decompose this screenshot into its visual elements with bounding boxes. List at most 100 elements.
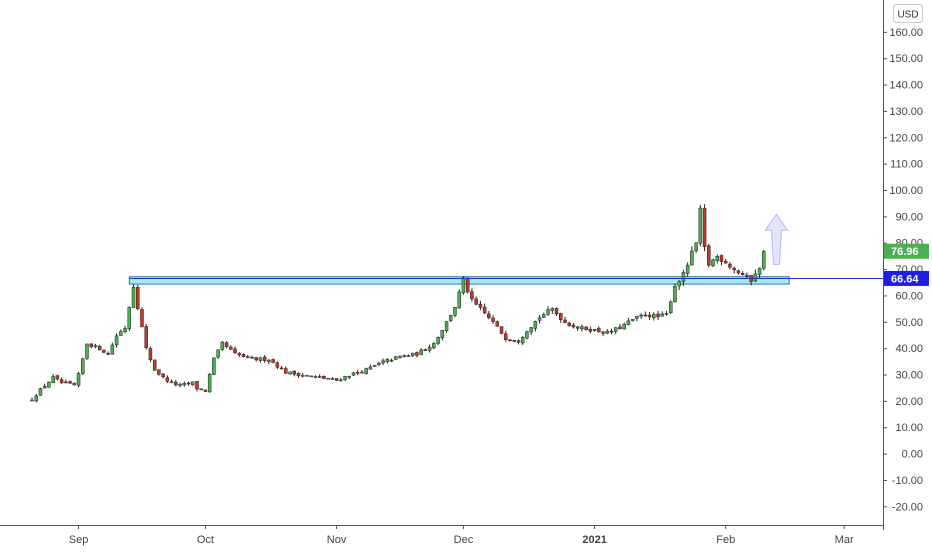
candle-body[interactable] <box>618 326 622 330</box>
candle-body[interactable] <box>592 329 597 331</box>
candle-body[interactable] <box>123 328 127 332</box>
candle-body[interactable] <box>72 382 77 386</box>
candle-body[interactable] <box>360 371 364 374</box>
candle-body[interactable] <box>85 343 89 359</box>
candle-body[interactable] <box>157 369 161 375</box>
candle-body[interactable] <box>580 326 584 330</box>
candle-body[interactable] <box>81 358 85 374</box>
candle-body[interactable] <box>106 353 110 355</box>
candle-body[interactable] <box>681 272 686 282</box>
candle-body[interactable] <box>161 373 165 378</box>
candle-body[interactable] <box>525 331 529 339</box>
candle-body[interactable] <box>719 255 724 262</box>
candle-body[interactable] <box>254 357 258 361</box>
candle-body[interactable] <box>330 378 335 380</box>
candle-body[interactable] <box>355 372 360 374</box>
currency-button[interactable]: USD <box>893 4 923 23</box>
candle-body[interactable] <box>474 298 478 305</box>
candle-body[interactable] <box>55 375 60 380</box>
candle-body[interactable] <box>559 313 563 320</box>
candle-body[interactable] <box>419 349 423 355</box>
candle-body[interactable] <box>64 381 68 384</box>
candle-body[interactable] <box>609 330 614 333</box>
candle-body[interactable] <box>212 357 216 375</box>
candle-body[interactable] <box>102 349 106 353</box>
candle-body[interactable] <box>508 339 512 342</box>
candle-body[interactable] <box>34 395 38 402</box>
candle-body[interactable] <box>499 326 504 334</box>
candle-body[interactable] <box>76 373 81 386</box>
candle-body[interactable] <box>42 386 47 389</box>
candle-body[interactable] <box>673 286 677 302</box>
candle-body[interactable] <box>740 273 745 276</box>
candle-body[interactable] <box>588 329 593 332</box>
candle-body[interactable] <box>694 242 698 251</box>
candle-body[interactable] <box>444 321 449 332</box>
candle-body[interactable] <box>622 323 626 330</box>
candle-body[interactable] <box>148 348 153 360</box>
candle-body[interactable] <box>258 357 263 361</box>
candle-body[interactable] <box>296 372 301 377</box>
candle-body[interactable] <box>643 314 648 317</box>
candle-body[interactable] <box>339 379 343 382</box>
candle-body[interactable] <box>753 273 758 282</box>
candle-body[interactable] <box>630 319 635 321</box>
candle-body[interactable] <box>93 345 98 348</box>
candle-body[interactable] <box>757 267 762 275</box>
candle-body[interactable] <box>381 360 385 364</box>
candle-body[interactable] <box>597 328 601 333</box>
candle-body[interactable] <box>423 349 428 351</box>
candle-body[interactable] <box>343 376 347 380</box>
candle-body[interactable] <box>309 375 313 378</box>
candle-body[interactable] <box>288 371 292 375</box>
candle-body[interactable] <box>732 267 736 271</box>
candle-body[interactable] <box>478 303 483 308</box>
support-zone[interactable] <box>128 276 790 285</box>
candle-body[interactable] <box>550 308 555 311</box>
candle-body[interactable] <box>267 359 271 362</box>
candle-body[interactable] <box>745 274 749 277</box>
candle-body[interactable] <box>685 264 690 274</box>
candle-body[interactable] <box>410 352 415 356</box>
candle-body[interactable] <box>317 376 322 378</box>
candle-body[interactable] <box>30 399 34 402</box>
candle-body[interactable] <box>656 313 660 318</box>
candle-body[interactable] <box>436 337 440 344</box>
candle-body[interactable] <box>542 314 546 318</box>
candle-body[interactable] <box>110 344 115 355</box>
candle-body[interactable] <box>292 370 297 375</box>
candle-body[interactable] <box>237 353 242 356</box>
candle-body[interactable] <box>174 381 178 386</box>
candle-body[interactable] <box>377 362 381 365</box>
candle-body[interactable] <box>491 317 495 322</box>
candle-body[interactable] <box>495 321 500 327</box>
candle-body[interactable] <box>563 319 567 323</box>
candle-body[interactable] <box>169 381 174 383</box>
candle-body[interactable] <box>613 327 618 332</box>
candle-body[interactable] <box>533 321 538 329</box>
candle-body[interactable] <box>554 308 559 315</box>
candle-body[interactable] <box>119 331 123 336</box>
candle-body[interactable] <box>182 383 187 386</box>
candle-body[interactable] <box>313 376 318 378</box>
candle-body[interactable] <box>322 375 326 379</box>
candle-body[interactable] <box>224 342 229 347</box>
candle-body[interactable] <box>279 367 284 370</box>
candle-body[interactable] <box>702 207 707 247</box>
candle-body[interactable] <box>736 270 741 274</box>
candle-body[interactable] <box>305 375 309 377</box>
candle-body[interactable] <box>394 356 398 360</box>
candle-body[interactable] <box>68 381 72 384</box>
candle-body[interactable] <box>136 287 140 309</box>
candle-body[interactable] <box>487 313 491 319</box>
candle-body[interactable] <box>690 250 694 266</box>
candle-body[interactable] <box>461 277 466 294</box>
candle-body[interactable] <box>470 291 474 300</box>
candle-body[interactable] <box>300 375 305 377</box>
candle-body[interactable] <box>537 317 542 321</box>
candle-body[interactable] <box>152 359 157 371</box>
candle-body[interactable] <box>584 326 588 331</box>
candle-body[interactable] <box>51 376 55 383</box>
candle-body[interactable] <box>114 335 119 346</box>
